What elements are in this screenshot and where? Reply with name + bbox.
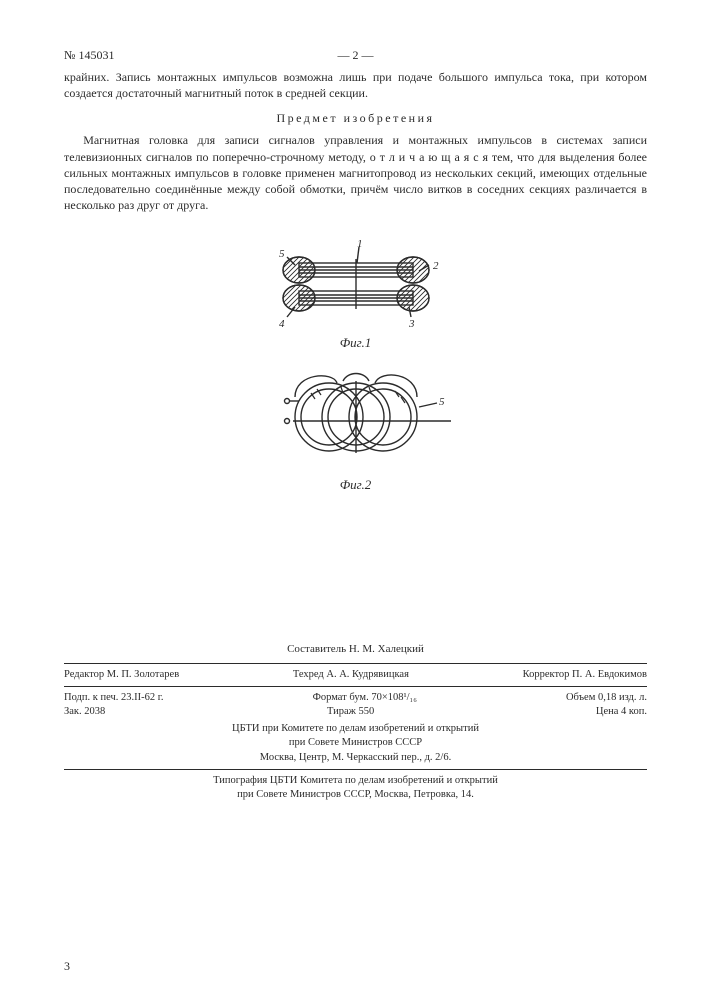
doc-number: № 145031: [64, 48, 114, 63]
rule-3: [64, 769, 647, 770]
fig1-caption: Фиг.1: [64, 335, 647, 351]
fig1-label-4: 4: [279, 318, 285, 330]
corrector: Корректор П. А. Евдокимов: [523, 668, 647, 682]
paragraph-continuation: крайних. Запись монтажных импульсов возм…: [64, 69, 647, 101]
figure-2: 5: [251, 357, 461, 477]
compiler-line: Составитель Н. М. Халецкий: [64, 643, 647, 655]
typography-block: Типография ЦБТИ Комитета по делам изобре…: [64, 774, 647, 802]
header-row: № 145031 — 2 — № 145031: [64, 48, 647, 63]
figure-1: 1 2 3 4 5: [251, 235, 461, 335]
figures-block: 1 2 3 4 5 Фиг.1: [64, 235, 647, 493]
price: Цена 4 коп.: [596, 705, 647, 719]
paper-format: Формат бум. 70×108¹/₁₆: [313, 691, 417, 705]
page-marker: — 2 —: [338, 48, 374, 63]
fig1-label-5: 5: [279, 248, 285, 260]
section-heading: Предмет изобретения: [64, 111, 647, 126]
org-addr: Москва, Центр, М. Черкасский пер., д. 2/…: [64, 751, 647, 765]
typ-line-2: при Совете Министров СССР, Москва, Петро…: [64, 788, 647, 802]
colophon-row-2: Подп. к печ. 23.II-62 г. Формат бум. 70×…: [64, 691, 647, 705]
fig2-caption: Фиг.2: [64, 477, 647, 493]
page: № 145031 — 2 — № 145031 крайних. Запись …: [0, 0, 707, 1000]
fig2-label-5: 5: [439, 396, 445, 408]
editor: Редактор М. П. Золотарев: [64, 668, 179, 682]
claim-text: Магнитная головка для записи сигналов уп…: [64, 132, 647, 213]
print-date: Подп. к печ. 23.II-62 г.: [64, 691, 164, 705]
techred: Техред А. А. Кудрявицкая: [293, 668, 409, 682]
body-text: крайних. Запись монтажных импульсов возм…: [64, 69, 647, 101]
fig1-label-2: 2: [433, 260, 439, 272]
typ-line-1: Типография ЦБТИ Комитета по делам изобре…: [64, 774, 647, 788]
page-number-bottom: 3: [64, 959, 70, 974]
order-no: Зак. 2038: [64, 705, 105, 719]
rule-2: [64, 686, 647, 687]
colophon-org: ЦБТИ при Комитете по делам изобретений и…: [64, 722, 647, 765]
colophon-row-3: Зак. 2038 Тираж 550 Цена 4 коп.: [64, 705, 647, 719]
rule-top: [64, 663, 647, 664]
fig1-label-3: 3: [408, 318, 415, 330]
colophon-row-1: Редактор М. П. Золотарев Техред А. А. Ку…: [64, 668, 647, 682]
org-line-1: ЦБТИ при Комитете по делам изобретений и…: [64, 722, 647, 736]
volume: Объем 0,18 изд. л.: [566, 691, 647, 705]
org-line-2: при Совете Министров СССР: [64, 736, 647, 750]
fig1-label-1: 1: [357, 238, 363, 250]
tirazh: Тираж 550: [327, 705, 374, 719]
